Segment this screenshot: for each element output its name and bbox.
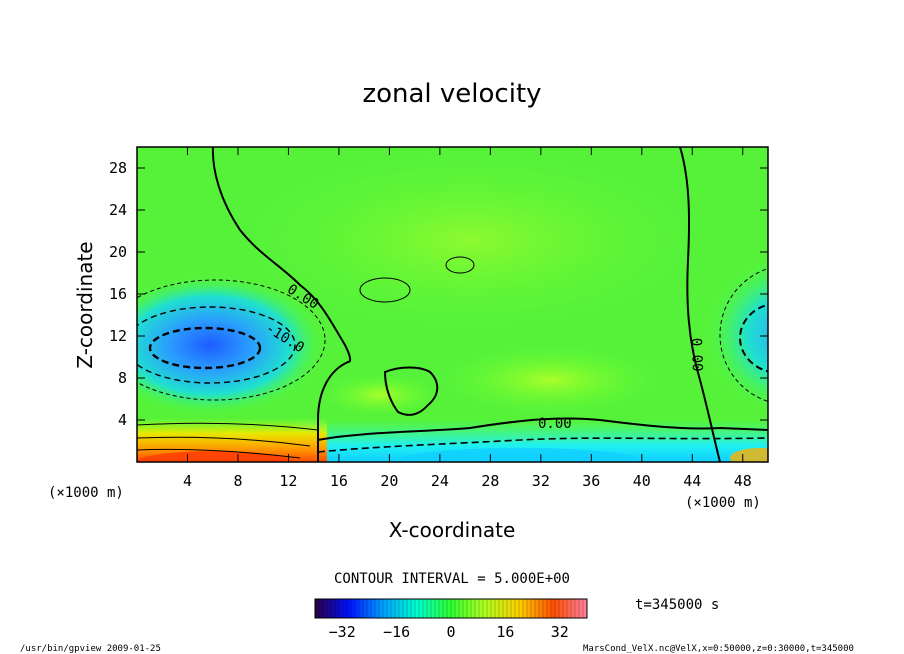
chart-title: zonal velocity [362, 79, 541, 109]
x-tick-label: 4 [183, 472, 192, 490]
colorbar-stripes [318, 599, 584, 618]
x-tick-label: 40 [633, 472, 651, 490]
mid-yellow-patch-2 [320, 373, 440, 417]
right-surface-jet [730, 448, 768, 462]
contour-left-mid [137, 306, 296, 384]
colorbar-tick-label: −32 [329, 623, 356, 641]
colorbar-tick-label: −16 [383, 623, 410, 641]
x-tick-label: 28 [481, 472, 499, 490]
x-tick-label: 32 [532, 472, 550, 490]
x-unit-right: (×1000 m) [685, 495, 761, 511]
x-axis-ticks: 4 8 12 16 20 24 28 32 36 40 44 48 [183, 147, 752, 490]
contour-surface-jet-3 [137, 448, 301, 459]
colorbar-tick-label: 0 [446, 623, 455, 641]
x-tick-label: 48 [734, 472, 752, 490]
contour-zero-bump [383, 366, 439, 416]
contour-bottom-dashed [317, 437, 768, 453]
contour-right-outer [719, 268, 768, 402]
colorbar-gradient [315, 599, 587, 618]
y-axis-ticks: 4 8 12 16 20 24 28 [109, 159, 768, 429]
x-unit-left: (×1000 m) [48, 485, 124, 501]
contour-zero-right [679, 147, 721, 462]
footer-right: MarsCond_VelX.nc@VelX,x=0:50000,z=0:3000… [583, 644, 854, 654]
contour-zero-mid [317, 417, 768, 441]
x-tick-label: 36 [582, 472, 600, 490]
x-tick-label: 44 [683, 472, 701, 490]
mid-light-region [240, 150, 700, 330]
y-tick-label: 4 [118, 411, 127, 429]
y-tick-label: 8 [118, 369, 127, 387]
contour-small-positive-2 [445, 256, 475, 274]
contour-left-outer [137, 279, 326, 401]
y-axis-label: Z-coordinate [73, 241, 97, 368]
bottom-blue-core [400, 448, 640, 462]
x-tick-label: 8 [233, 472, 242, 490]
contour-left-inner [148, 326, 262, 370]
colorbar-tick-label: 16 [496, 623, 514, 641]
y-tick-label: 20 [109, 243, 127, 261]
colorbar-frame [314, 598, 588, 619]
contour-zero-left [211, 147, 352, 462]
plot-frame [136, 146, 769, 463]
x-tick-label: 20 [380, 472, 398, 490]
colorbar-tick-label: 32 [551, 623, 569, 641]
colorbar-ticks: −32 −16 0 16 32 [329, 623, 569, 641]
time-label: t=345000 s [635, 597, 719, 613]
y-tick-label: 16 [109, 285, 127, 303]
contour-small-positive-1 [359, 277, 411, 303]
contour-label-zero-2: 0.00 [688, 338, 705, 372]
x-tick-label: 12 [279, 472, 297, 490]
right-vortex [705, 257, 768, 413]
contour-interval: CONTOUR INTERVAL = 5.000E+00 [334, 571, 570, 587]
contour-surface-jet-2 [137, 436, 311, 447]
colorbar: −32 −16 0 16 32 [314, 598, 588, 641]
contour-label-zero-3: 0.00 [538, 416, 572, 432]
y-tick-label: 28 [109, 159, 127, 177]
x-tick-label: 24 [431, 472, 449, 490]
y-tick-label: 12 [109, 327, 127, 345]
contour-surface-jet-1 [137, 422, 319, 431]
mid-yellow-patch [440, 345, 660, 415]
left-vortex [137, 275, 325, 415]
x-tick-label: 16 [330, 472, 348, 490]
footer-left: /usr/bin/gpview 2009-01-25 [20, 644, 161, 654]
plot-area: 0.00 -10.0 0.00 0.00 [137, 147, 768, 462]
x-axis-label: X-coordinate [389, 518, 516, 542]
y-tick-label: 24 [109, 201, 127, 219]
